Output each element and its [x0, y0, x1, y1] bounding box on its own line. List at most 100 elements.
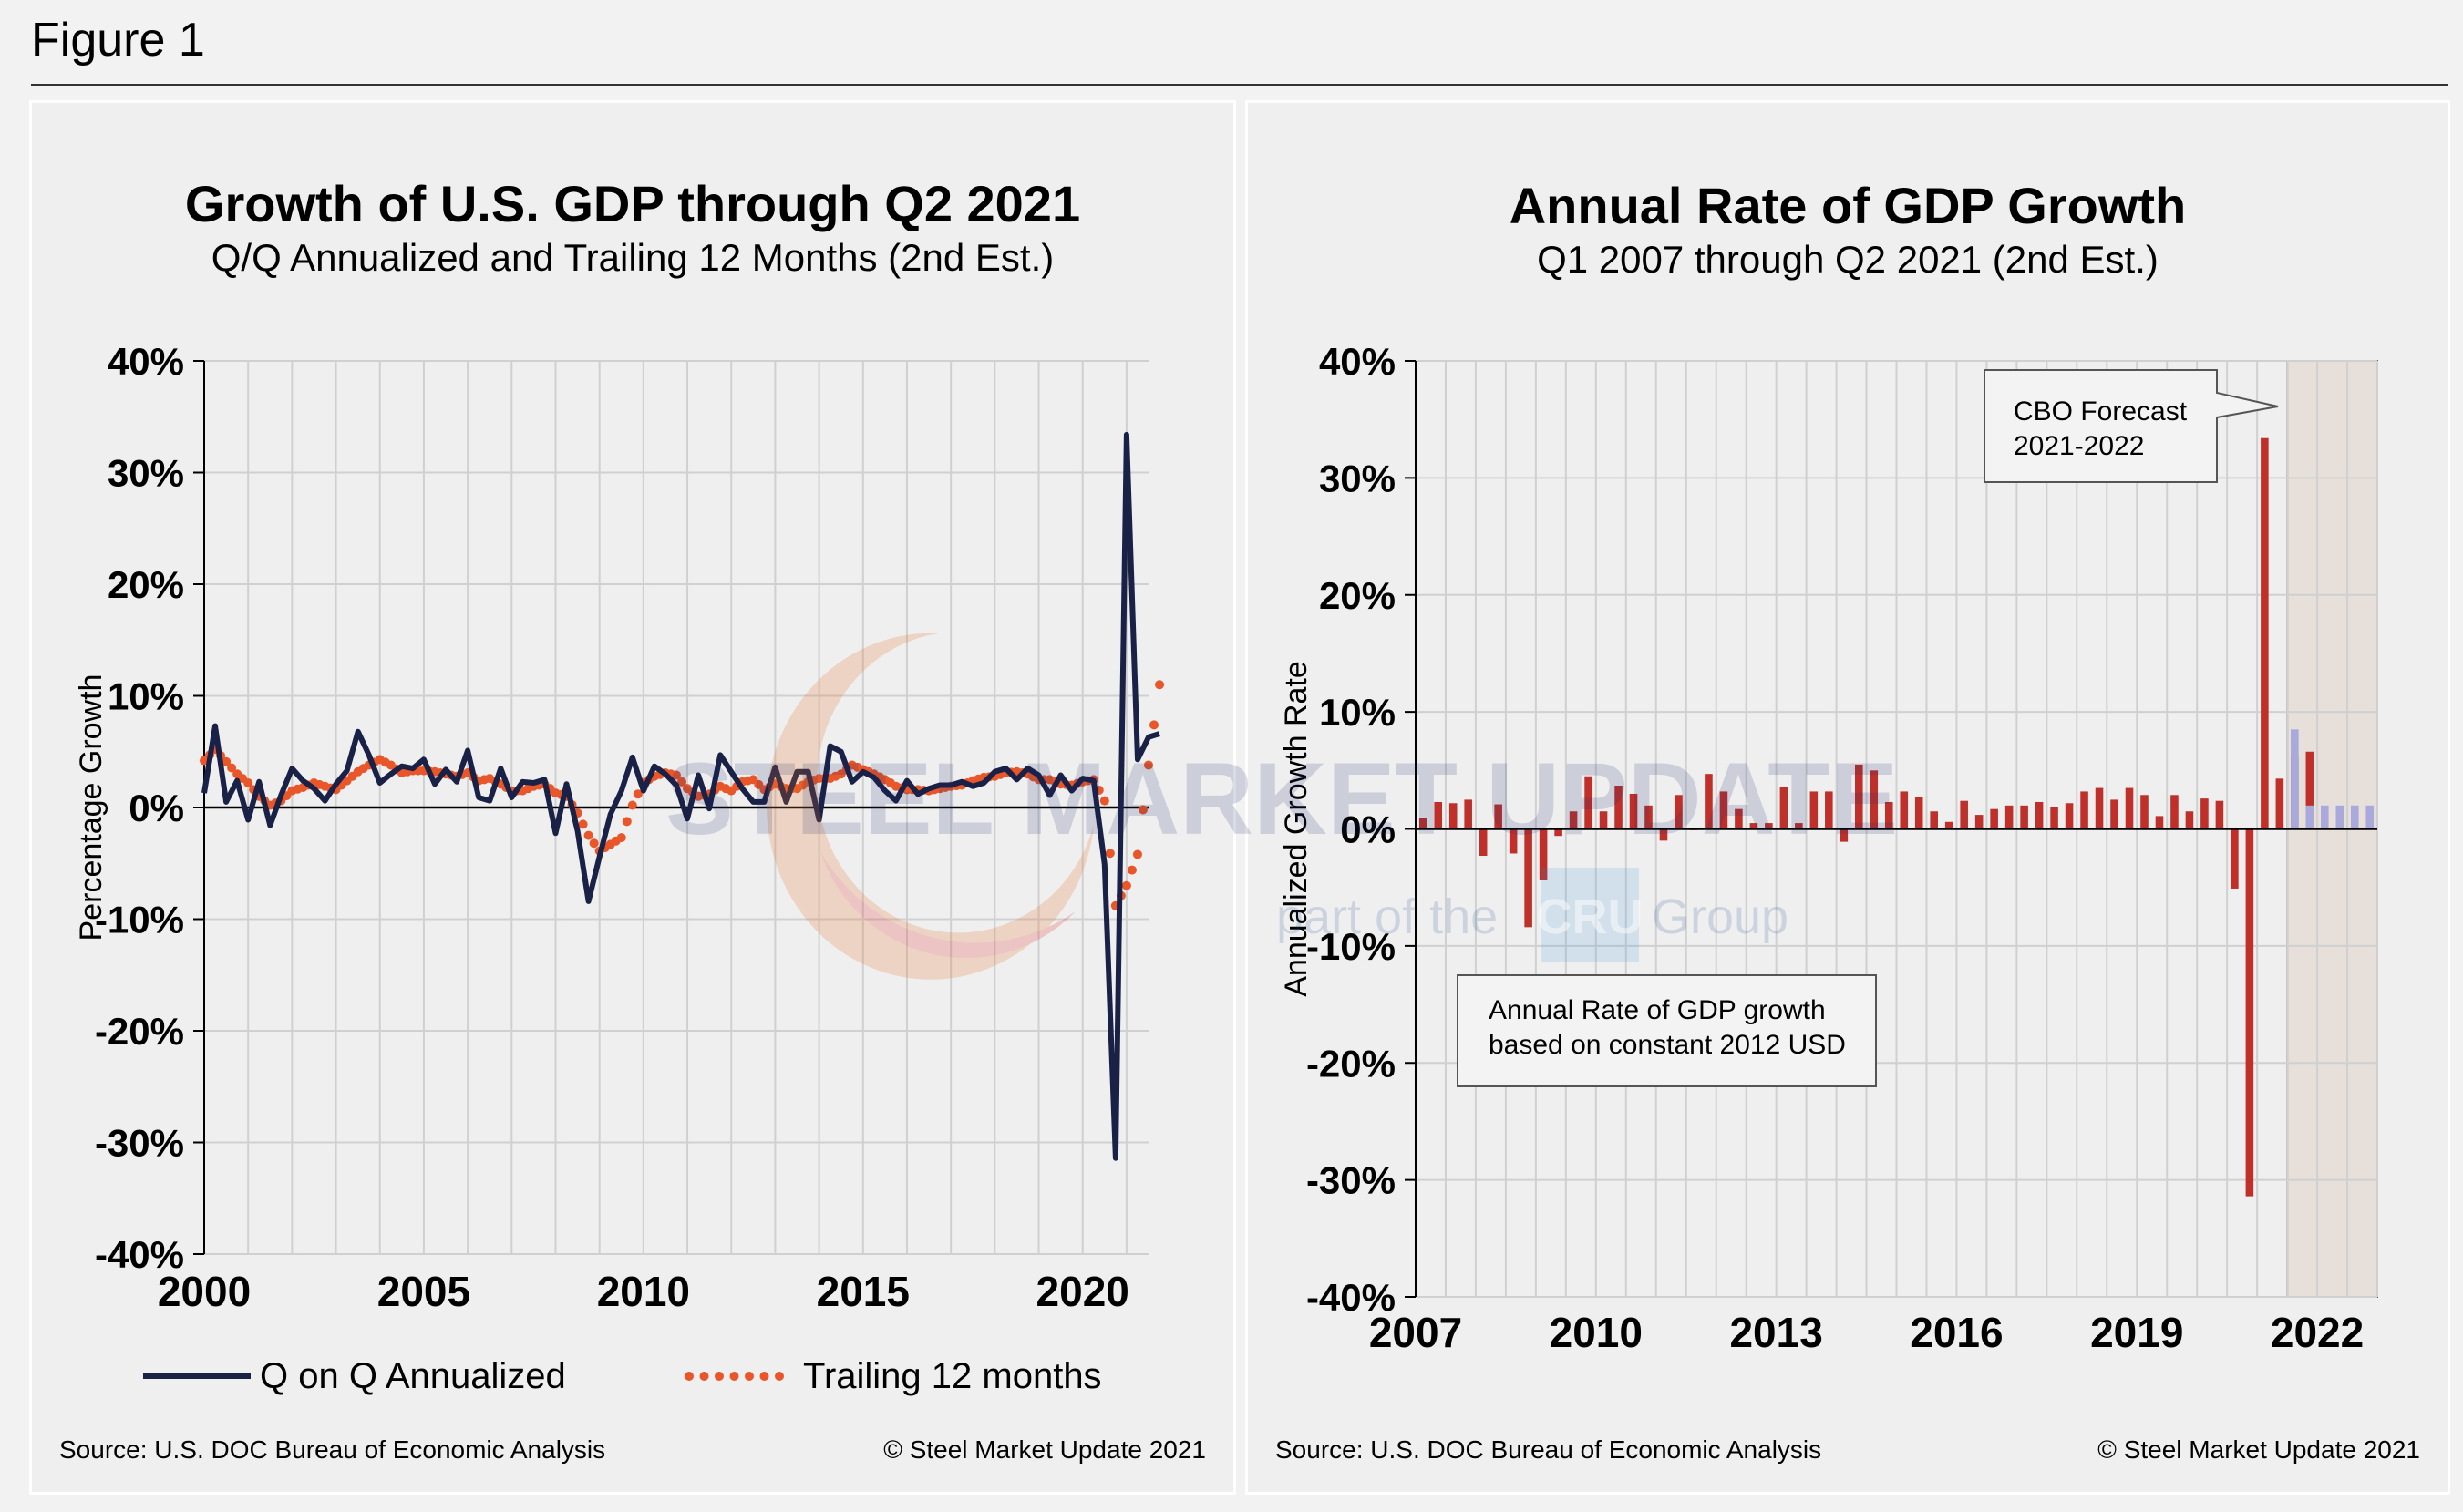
- trailing-point: [1132, 849, 1142, 859]
- x-tick-label: 2000: [158, 1268, 251, 1315]
- y-tick-label: -30%: [95, 1122, 184, 1165]
- bar: [1554, 828, 1562, 837]
- bar: [2050, 807, 2058, 829]
- bar: [2215, 800, 2224, 829]
- bar: [1944, 821, 1953, 829]
- trailing-dot: [1149, 720, 1159, 730]
- legend-trailing-dot: [715, 1372, 724, 1381]
- x-tick-label: 2010: [1550, 1309, 1643, 1356]
- forecast-bar: [2321, 805, 2329, 829]
- forecast-callout-box: [1984, 369, 2279, 483]
- bar: [2231, 828, 2239, 889]
- y-axis-label: Percentage Growth: [74, 674, 108, 941]
- figure-label: Figure 1: [31, 14, 205, 67]
- bar: [1735, 808, 1743, 829]
- x-tick-label: 2019: [2090, 1309, 2183, 1356]
- legend-trailing-dot: [699, 1372, 709, 1381]
- bar: [2065, 803, 2074, 829]
- trailing-dot: [227, 763, 237, 773]
- bar: [1855, 764, 1863, 829]
- bar: [1584, 776, 1592, 829]
- bar: [1884, 801, 1893, 829]
- bar: [1479, 828, 1488, 857]
- trailing-dot: [1105, 849, 1115, 859]
- bar: [2261, 437, 2269, 829]
- bar: [1825, 791, 1833, 829]
- note-line2: based on constant 2012 USD: [1489, 1030, 1846, 1060]
- forecast-bar: [2305, 805, 2314, 829]
- note-line1: Annual Rate of GDP growth: [1489, 995, 1826, 1025]
- left-copyright: © Steel Market Update 2021: [883, 1435, 1206, 1464]
- forecast-bar: [2350, 805, 2359, 829]
- y-tick-label: -20%: [1306, 1042, 1396, 1085]
- legend-q-label: Q on Q Annualized: [260, 1356, 566, 1396]
- trailing-dot: [677, 777, 687, 787]
- y-tick-label: 0%: [1340, 808, 1396, 851]
- right-copyright: © Steel Market Update 2021: [2097, 1435, 2420, 1464]
- bar: [2185, 811, 2194, 829]
- trailing-point: [627, 800, 637, 810]
- bar: [1509, 828, 1518, 854]
- trailing-point: [583, 830, 593, 840]
- x-tick-label: 2015: [817, 1268, 910, 1315]
- bar: [1524, 828, 1532, 928]
- bar: [2004, 805, 2014, 829]
- trailing-dot: [589, 838, 599, 849]
- bar: [1464, 799, 1472, 829]
- bar: [1705, 774, 1713, 829]
- y-tick-label: 30%: [108, 452, 184, 495]
- bar: [2200, 798, 2209, 829]
- bar: [1719, 791, 1728, 829]
- note-box: [1457, 974, 1877, 1087]
- bar: [2110, 799, 2118, 829]
- bar: [1448, 803, 1458, 829]
- trailing-point: [222, 756, 232, 766]
- bar: [1659, 828, 1668, 841]
- trailing-point: [672, 770, 681, 780]
- bar: [1629, 793, 1638, 829]
- y-tick-label: 10%: [108, 675, 184, 718]
- bar: [2080, 791, 2088, 829]
- trailing-dot: [1127, 865, 1137, 875]
- trailing-point: [243, 778, 253, 788]
- forecast-bar: [2335, 805, 2344, 829]
- bar: [1494, 804, 1502, 829]
- bar: [2035, 801, 2044, 829]
- figure-divider: [31, 84, 2448, 86]
- trailing-point: [1121, 880, 1131, 890]
- x-tick-label: 2005: [377, 1268, 470, 1315]
- forecast-callout-line1: CBO Forecast: [2014, 396, 2188, 427]
- trailing-dot: [622, 817, 632, 827]
- bar: [1870, 770, 1879, 829]
- legend-trailing-dot: [759, 1372, 769, 1381]
- y-tick-label: 0%: [129, 787, 184, 829]
- q-on-q-line: [201, 431, 1160, 1161]
- forecast-bar: [2365, 805, 2375, 829]
- y-tick-label: -10%: [95, 899, 184, 941]
- trailing-point: [1144, 760, 1153, 770]
- left-chart-subtitle: Q/Q Annualized and Trailing 12 Months (2…: [211, 236, 1055, 279]
- forecast-callout-line2: 2021-2022: [2014, 431, 2144, 461]
- bar: [1809, 791, 1819, 829]
- trailing-point: [616, 833, 626, 843]
- bar: [2245, 828, 2254, 1197]
- y-tick-label: 10%: [1319, 691, 1396, 734]
- y-tick-label: 30%: [1319, 457, 1396, 499]
- bar: [1749, 823, 1758, 829]
- bar: [1614, 786, 1623, 829]
- forecast-bar: [2291, 729, 2299, 829]
- bar: [2095, 787, 2104, 829]
- x-tick-label: 2022: [2271, 1309, 2364, 1356]
- bar: [1569, 811, 1578, 829]
- bar: [2125, 787, 2134, 829]
- left-line-chart: 40% 30% 20% 10% 0% -10% -20% -30% -40%2000 2005 20…: [74, 340, 1165, 1396]
- bar: [2275, 778, 2284, 829]
- trailing-dot: [633, 789, 643, 799]
- trailing-dot: [1138, 805, 1148, 815]
- bar: [1418, 818, 1427, 829]
- x-tick-label: 2007: [1369, 1309, 1462, 1356]
- x-tick-label: 2010: [597, 1268, 690, 1315]
- bar: [2155, 816, 2164, 829]
- bar: [1599, 811, 1608, 829]
